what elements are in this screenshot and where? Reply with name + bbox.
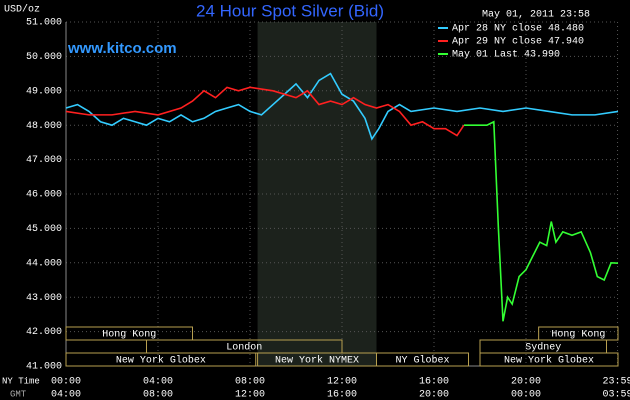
x-tick-label: 08:00 xyxy=(235,377,265,388)
gmt-tick-label: 00:00 xyxy=(511,390,541,400)
chart-title: 24 Hour Spot Silver (Bid) xyxy=(196,1,384,20)
session-label: London xyxy=(226,342,262,354)
timestamp: May 01, 2011 23:58 xyxy=(482,10,590,21)
session-label: NY Globex xyxy=(395,355,449,367)
legend-label: Apr 28 NY close 48.480 xyxy=(452,23,584,35)
session-box xyxy=(65,352,257,367)
y-tick-label: 49.000 xyxy=(26,86,62,97)
y-unit: USD/oz xyxy=(4,4,40,16)
session-box xyxy=(65,326,193,341)
series-line xyxy=(463,120,619,322)
gmt-tick-label: 03:59 xyxy=(603,390,630,400)
gmt-tick-label: 20:00 xyxy=(419,390,449,400)
session-label: Hong Kong xyxy=(102,330,156,341)
x-tick-label: 00:00 xyxy=(51,377,81,388)
gmt-tick-label: 04:00 xyxy=(51,390,81,400)
session-label: New York Globex xyxy=(116,355,206,367)
gmt-tick-label: 16:00 xyxy=(327,390,357,400)
y-tick-label: 45.000 xyxy=(26,224,62,235)
y-tick-label: 42.000 xyxy=(26,327,62,338)
y-tick-label: 43.000 xyxy=(26,293,62,304)
session-label: New York Globex xyxy=(504,355,594,367)
y-tick-label: 44.000 xyxy=(26,258,62,269)
x-tick-label: 04:00 xyxy=(143,377,173,388)
session-label: New York NYMEX xyxy=(275,355,359,367)
gmt-tick-label: 12:00 xyxy=(235,390,265,400)
y-tick-label: 41.000 xyxy=(26,362,62,373)
y-tick-label: 47.000 xyxy=(26,155,62,166)
session-box xyxy=(376,352,469,367)
y-tick-label: 46.000 xyxy=(26,190,62,201)
series-line xyxy=(65,86,465,137)
x-tick-label: 16:00 xyxy=(419,377,449,388)
highlight-band xyxy=(257,22,377,366)
x-tick-label: 20:00 xyxy=(511,377,541,388)
legend-label: May 01 Last 43.990 xyxy=(452,50,560,61)
y-tick-label: 48.000 xyxy=(26,121,62,132)
session-box xyxy=(479,352,619,367)
legend-label: Apr 29 NY close 47.940 xyxy=(452,36,584,48)
y-tick-label: 50.000 xyxy=(26,52,62,63)
watermark: www.kitco.com xyxy=(67,40,177,57)
gmt-tick-label: 08:00 xyxy=(143,390,173,400)
x-row-label: NY Time xyxy=(2,376,40,386)
x-tick-label: 12:00 xyxy=(327,377,357,388)
x-tick-label: 23:59 xyxy=(603,377,630,388)
session-label: Hong Kong xyxy=(551,330,605,341)
series-line xyxy=(65,72,619,141)
session-label: Sydney xyxy=(525,342,561,354)
y-tick-label: 51.000 xyxy=(26,18,62,29)
gmt-row-label: GMT xyxy=(10,389,27,399)
